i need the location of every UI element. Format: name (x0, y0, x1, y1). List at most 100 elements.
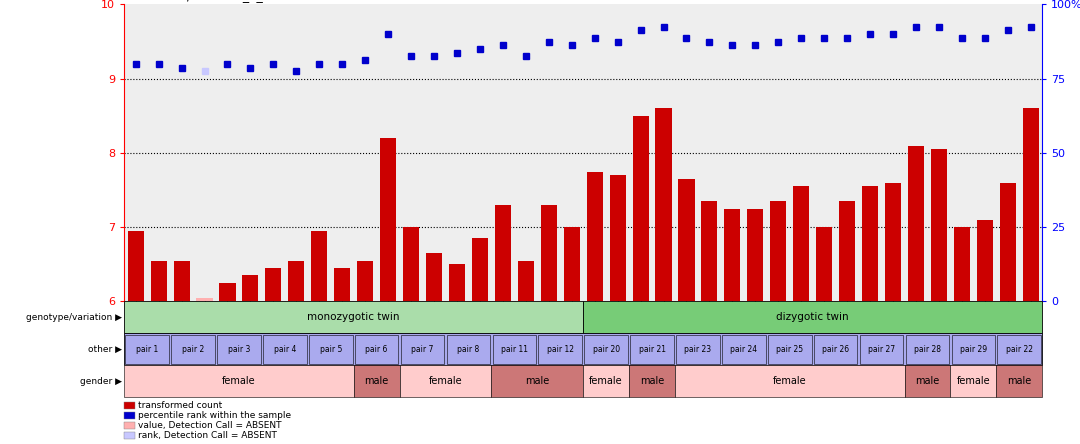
Text: pair 20: pair 20 (593, 345, 620, 354)
Text: male: male (640, 377, 664, 386)
Text: female: female (429, 377, 462, 386)
Bar (492, 335, 536, 364)
Bar (311, 231, 327, 301)
Bar (495, 205, 511, 301)
Bar (630, 365, 675, 397)
Bar (355, 335, 399, 364)
Bar (124, 301, 583, 333)
Bar (583, 365, 629, 397)
Bar (309, 335, 352, 364)
Bar (219, 283, 235, 301)
Text: pair 1: pair 1 (136, 345, 159, 354)
Bar (172, 335, 215, 364)
Text: pair 23: pair 23 (685, 345, 712, 354)
Bar (288, 261, 305, 301)
Bar (354, 365, 400, 397)
Text: pair 11: pair 11 (501, 345, 528, 354)
Text: other ▶: other ▶ (89, 345, 122, 354)
Text: transformed count: transformed count (138, 401, 222, 410)
Text: female: female (773, 377, 807, 386)
Bar (770, 201, 786, 301)
Bar (449, 264, 465, 301)
Bar (676, 335, 719, 364)
Bar (631, 335, 674, 364)
Text: pair 2: pair 2 (181, 345, 204, 354)
Bar (793, 186, 809, 301)
Bar (472, 238, 488, 301)
Bar (197, 298, 213, 301)
Bar (906, 335, 949, 364)
Bar (951, 335, 995, 364)
Bar (1023, 108, 1039, 301)
Text: pair 29: pair 29 (960, 345, 987, 354)
Bar (264, 335, 307, 364)
Bar (586, 171, 603, 301)
Bar (905, 365, 950, 397)
Text: pair 8: pair 8 (457, 345, 480, 354)
Text: pair 5: pair 5 (320, 345, 342, 354)
Text: male: male (525, 377, 550, 386)
Text: rank, Detection Call = ABSENT: rank, Detection Call = ABSENT (138, 431, 278, 440)
Bar (150, 261, 166, 301)
Bar (426, 253, 442, 301)
Bar (401, 335, 444, 364)
Bar (839, 201, 855, 301)
Bar (403, 227, 419, 301)
Bar (908, 146, 924, 301)
Bar (678, 179, 694, 301)
Text: pair 22: pair 22 (1005, 345, 1032, 354)
Text: pair 28: pair 28 (914, 345, 941, 354)
Bar (584, 335, 627, 364)
Text: pair 3: pair 3 (228, 345, 251, 354)
Text: GDS3630 / 208984_x_at: GDS3630 / 208984_x_at (124, 0, 275, 2)
Bar (885, 182, 901, 301)
Bar (564, 227, 580, 301)
Bar (1000, 182, 1016, 301)
Text: pair 24: pair 24 (730, 345, 757, 354)
Text: male: male (1008, 377, 1031, 386)
Bar (217, 335, 260, 364)
Text: pair 26: pair 26 (822, 345, 849, 354)
Text: value, Detection Call = ABSENT: value, Detection Call = ABSENT (138, 421, 282, 430)
Bar (124, 365, 354, 397)
Bar (539, 335, 582, 364)
Bar (125, 335, 168, 364)
Text: genotype/variation ▶: genotype/variation ▶ (26, 313, 122, 322)
Text: male: male (916, 377, 940, 386)
Bar (862, 186, 878, 301)
Text: percentile rank within the sample: percentile rank within the sample (138, 411, 292, 420)
Bar (491, 365, 583, 397)
Text: pair 21: pair 21 (638, 345, 665, 354)
Bar (976, 220, 993, 301)
Bar (517, 261, 534, 301)
Text: female: female (590, 377, 623, 386)
Bar (997, 365, 1042, 397)
Bar (725, 209, 741, 301)
Bar (931, 149, 947, 301)
Text: female: female (222, 377, 256, 386)
Bar (447, 335, 490, 364)
Bar (814, 335, 858, 364)
Text: pair 4: pair 4 (273, 345, 296, 354)
Bar (860, 335, 903, 364)
Text: pair 12: pair 12 (546, 345, 573, 354)
Text: dizygotic twin: dizygotic twin (777, 313, 849, 322)
Bar (127, 231, 144, 301)
Bar (541, 205, 557, 301)
Bar (357, 261, 374, 301)
Bar (174, 261, 190, 301)
Bar (701, 201, 717, 301)
Text: male: male (365, 377, 389, 386)
Bar (400, 365, 491, 397)
Text: pair 6: pair 6 (365, 345, 388, 354)
Bar (266, 268, 282, 301)
Text: female: female (957, 377, 990, 386)
Bar (242, 275, 258, 301)
Bar (998, 335, 1041, 364)
Bar (675, 365, 905, 397)
Bar (380, 138, 396, 301)
Bar (583, 301, 1042, 333)
Bar (816, 227, 833, 301)
Text: pair 7: pair 7 (411, 345, 434, 354)
Text: pair 27: pair 27 (868, 345, 895, 354)
